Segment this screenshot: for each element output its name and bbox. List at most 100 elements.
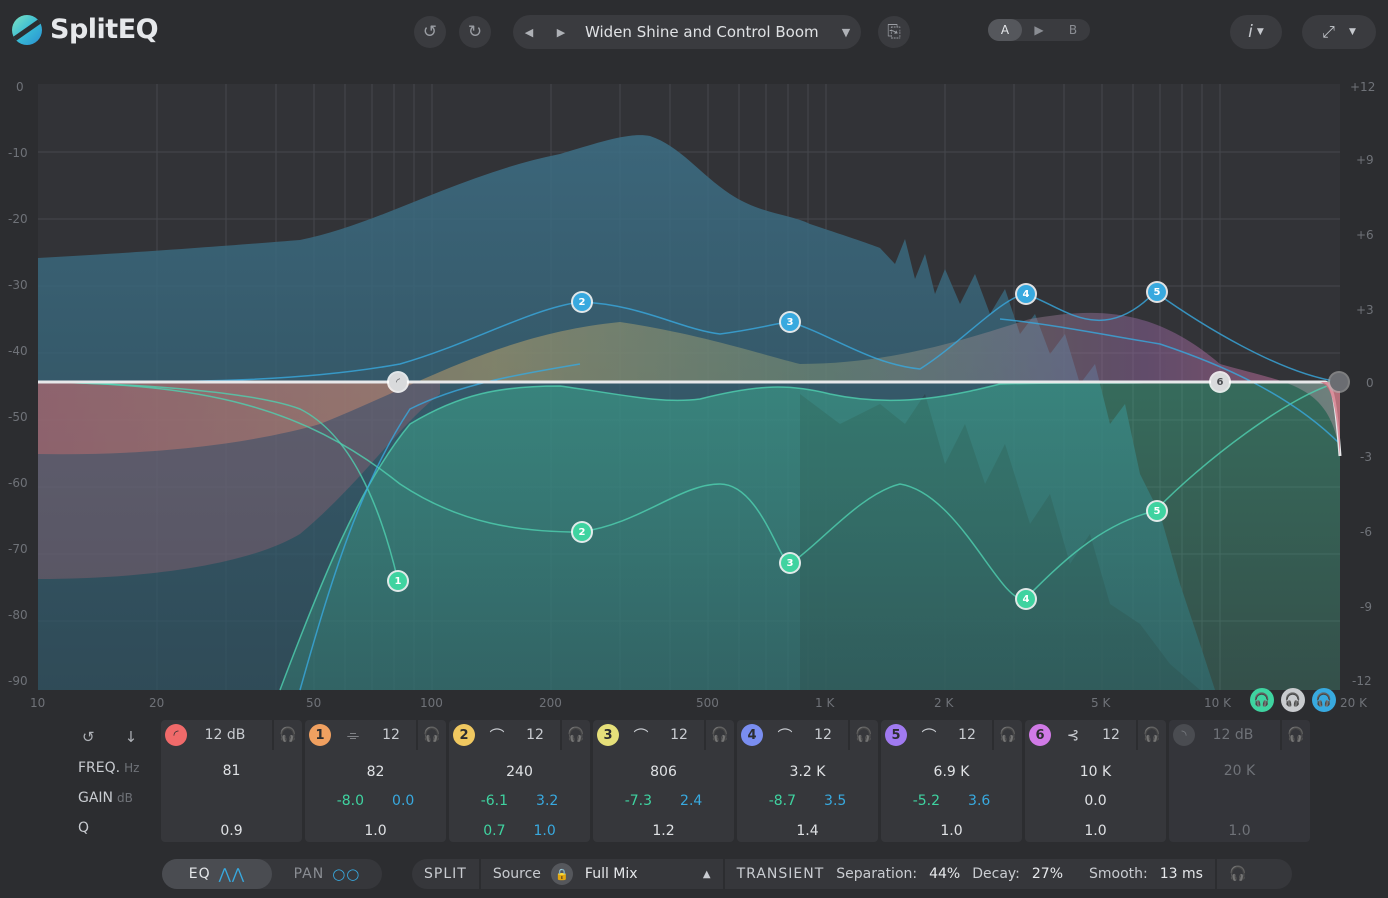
band-gain-side[interactable]: 2.4	[680, 793, 703, 809]
band-gain-side[interactable]: 3.6	[968, 793, 991, 809]
band-q[interactable]: 1.0	[1228, 823, 1251, 839]
preset-dropdown-button[interactable]: ▼	[831, 26, 861, 39]
side-node-5[interactable]: 5	[1148, 283, 1166, 301]
band-q[interactable]: 1.4	[796, 823, 819, 839]
band-q[interactable]: 1.0	[940, 823, 963, 839]
prev-preset-button[interactable]: ◀	[513, 26, 545, 39]
undo-button[interactable]: ↺	[414, 16, 446, 48]
low-shelf-icon[interactable]: ⌯	[346, 726, 359, 744]
band-number-badge[interactable]: 2	[453, 724, 475, 746]
band-1[interactable]: 1 ⌯ 12 🎧 82 -8.0 0.0 1.0	[305, 720, 446, 842]
band-freq[interactable]: 6.9 K	[933, 764, 970, 780]
band-gain-side[interactable]: 0.0	[392, 793, 415, 809]
band-solo-button[interactable]: 🎧	[848, 720, 878, 750]
mid-node-5[interactable]: 5	[1148, 502, 1166, 520]
band-2[interactable]: 2 ⌒ 12 🎧 240 -6.1 3.2 0.7 1.0	[449, 720, 590, 842]
band-q[interactable]: 0.9	[220, 823, 243, 839]
band-solo-button[interactable]: 🎧	[704, 720, 734, 750]
band-4[interactable]: 4 ⌒ 12 🎧 3.2 K -8.7 3.5 1.4	[737, 720, 878, 842]
band-freq[interactable]: 10 K	[1079, 764, 1112, 780]
band-q-side[interactable]: 1.0	[533, 823, 556, 839]
redo-button[interactable]: ↻	[459, 16, 491, 48]
band-solo-button[interactable]: 🎧	[560, 720, 590, 750]
separation-value[interactable]: 44%	[929, 866, 961, 882]
band-freq[interactable]: 806	[650, 764, 677, 780]
band-node-6[interactable]: 6	[1211, 373, 1229, 391]
band-slope[interactable]: 12	[526, 727, 544, 743]
arrow-down-icon[interactable]: ↓	[124, 728, 138, 746]
band-gain-mid[interactable]: -5.2	[912, 793, 941, 809]
band-q-mid[interactable]: 0.7	[483, 823, 506, 839]
band-freq[interactable]: 82	[366, 764, 385, 780]
band-highcut[interactable]: ◝ 12 dB 🎧 20 K 1.0	[1169, 720, 1310, 842]
side-solo-button[interactable]: 🎧	[1312, 688, 1336, 712]
band-freq[interactable]: 20 K	[1223, 763, 1256, 779]
save-preset-button[interactable]: ⎘	[878, 16, 910, 48]
bell-icon[interactable]: ⌒	[777, 726, 793, 745]
mid-node-1[interactable]: 1	[389, 572, 407, 590]
info-button[interactable]: i ▼	[1230, 15, 1282, 49]
ab-copy-button[interactable]: ▶	[1034, 23, 1044, 37]
next-preset-button[interactable]: ▶	[545, 26, 577, 39]
band-number-badge[interactable]: 3	[597, 724, 619, 746]
bell-icon[interactable]: ⌒	[489, 726, 505, 745]
band-q[interactable]: 1.0	[1084, 823, 1107, 839]
side-node-4[interactable]: 4	[1017, 285, 1035, 303]
preset-selector[interactable]: ◀ ▶ Widen Shine and Control Boom ▼	[513, 15, 861, 49]
eq-display[interactable]: 0 -10 -20 -30 -40 -50 -60 -70 -80 -90 +1…	[0, 64, 1388, 714]
band-gain[interactable]: 0.0	[1084, 793, 1107, 809]
band-gain-mid[interactable]: -6.1	[480, 793, 509, 809]
band-gain-mid[interactable]: -7.3	[624, 793, 653, 809]
transient-solo-headphones-icon[interactable]: 🎧	[1228, 866, 1247, 882]
decay-value[interactable]: 27%	[1031, 866, 1064, 882]
smooth-value[interactable]: 13 ms	[1159, 866, 1203, 882]
band-5[interactable]: 5 ⌒ 12 🎧 6.9 K -5.2 3.6 1.0	[881, 720, 1022, 842]
band-freq[interactable]: 81	[222, 763, 241, 779]
highcut-node[interactable]	[1330, 373, 1348, 391]
band-freq[interactable]: 3.2 K	[789, 764, 826, 780]
lock-icon[interactable]: 🔒	[550, 863, 573, 885]
high-shelf-icon[interactable]: ⊰	[1066, 726, 1080, 744]
mid-solo-button[interactable]: 🎧	[1250, 688, 1274, 712]
band-6[interactable]: 6 ⊰ 12 🎧 10 K 0.0 1.0	[1025, 720, 1166, 842]
chevron-up-icon[interactable]: ▲	[702, 868, 711, 880]
resize-button[interactable]: ⤢ ▼	[1302, 15, 1376, 49]
band-freq[interactable]: 240	[506, 764, 533, 780]
band-q[interactable]: 1.0	[364, 823, 387, 839]
source-select[interactable]: Full Mix	[584, 866, 638, 882]
stereo-solo-button[interactable]: 🎧	[1281, 688, 1305, 712]
band-solo-button[interactable]: 🎧	[1280, 720, 1310, 750]
band-solo-button[interactable]: 🎧	[992, 720, 1022, 750]
mid-node-3[interactable]: 3	[781, 554, 799, 572]
band-number-badge[interactable]: 1	[309, 724, 331, 746]
band-slope[interactable]: 12	[670, 727, 688, 743]
band-slope[interactable]: 12 dB	[204, 727, 246, 743]
highcut-shape-icon[interactable]: ◝	[1173, 724, 1195, 746]
band-3[interactable]: 3 ⌒ 12 🎧 806 -7.3 2.4 1.2	[593, 720, 734, 842]
band-number-badge[interactable]: 4	[741, 724, 763, 746]
band-solo-button[interactable]: 🎧	[272, 720, 302, 750]
band-q[interactable]: 1.2	[652, 823, 675, 839]
band-gain-mid[interactable]: -8.7	[768, 793, 797, 809]
band-gain-side[interactable]: 3.5	[824, 793, 847, 809]
band-slope[interactable]: 12	[382, 727, 400, 743]
band-slope[interactable]: 12	[1102, 727, 1120, 743]
side-node-2[interactable]: 2	[573, 293, 591, 311]
lowcut-node[interactable]: ◜	[389, 373, 407, 391]
mid-node-4[interactable]: 4	[1017, 590, 1035, 608]
band-gain-mid[interactable]: -8.0	[336, 793, 365, 809]
ab-a-button[interactable]: A	[988, 19, 1022, 41]
band-solo-button[interactable]: 🎧	[416, 720, 446, 750]
bell-icon[interactable]: ⌒	[921, 726, 937, 745]
band-slope[interactable]: 12 dB	[1212, 727, 1254, 743]
preset-name[interactable]: Widen Shine and Control Boom	[585, 23, 819, 41]
band-slope[interactable]: 12	[958, 727, 976, 743]
band-solo-button[interactable]: 🎧	[1136, 720, 1166, 750]
band-lowcut[interactable]: ◜ 12 dB 🎧 81 0.9	[161, 720, 302, 842]
reset-icon[interactable]: ↺	[82, 728, 95, 746]
band-gain-side[interactable]: 3.2	[536, 793, 559, 809]
lowcut-shape-icon[interactable]: ◜	[165, 724, 187, 746]
ab-b-button[interactable]: B	[1068, 23, 1078, 37]
band-number-badge[interactable]: 5	[885, 724, 907, 746]
pan-mode-button[interactable]: PAN ○○	[272, 859, 382, 889]
